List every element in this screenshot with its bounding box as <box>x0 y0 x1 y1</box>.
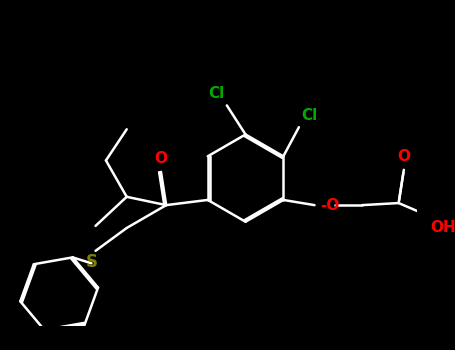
Text: O: O <box>155 150 167 166</box>
Text: OH: OH <box>430 220 455 235</box>
Text: S: S <box>86 253 97 271</box>
Text: Cl: Cl <box>208 86 225 101</box>
Text: -O: -O <box>320 198 339 213</box>
Text: O: O <box>397 148 410 163</box>
Text: Cl: Cl <box>301 108 318 123</box>
